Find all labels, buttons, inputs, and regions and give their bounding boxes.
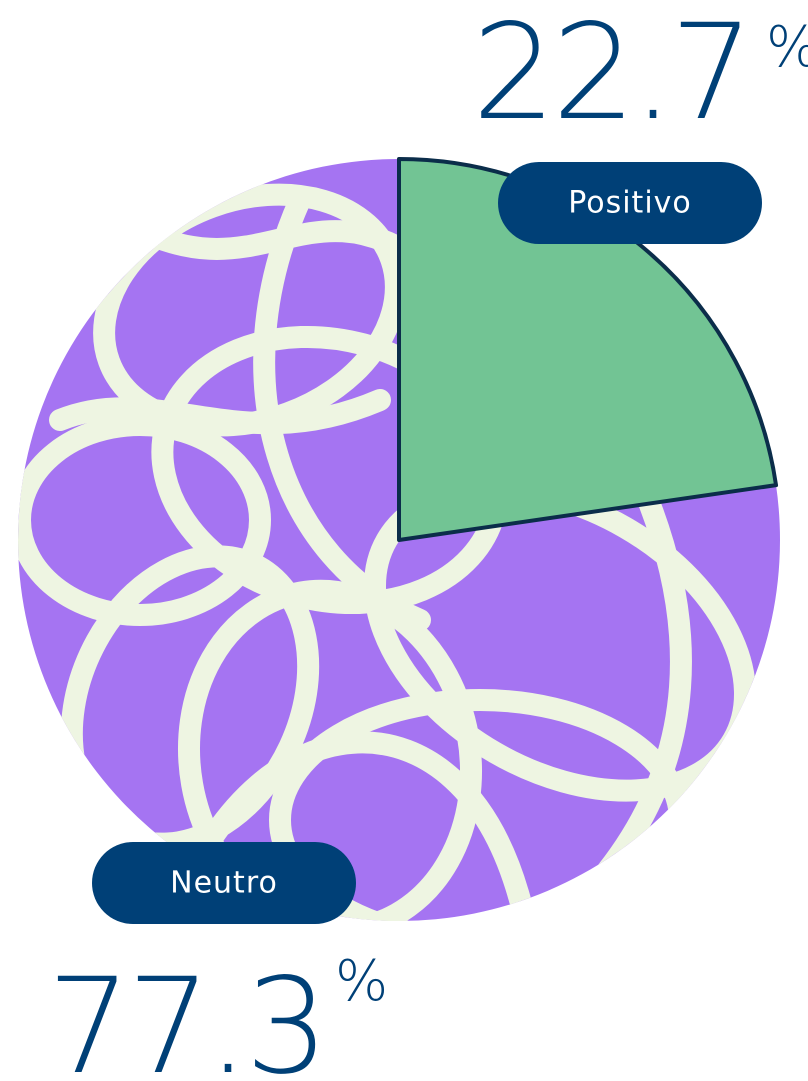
value-label: 77.3 (47, 950, 325, 1081)
unit-label: % (335, 949, 388, 1014)
value-label: 22.7 (472, 0, 750, 150)
label-pill (498, 162, 762, 244)
label-pill (92, 842, 356, 924)
category-label: Positivo (568, 186, 692, 221)
pie-slice (397, 157, 779, 542)
category-label: Neutro (170, 866, 278, 901)
unit-label: % (766, 15, 808, 80)
